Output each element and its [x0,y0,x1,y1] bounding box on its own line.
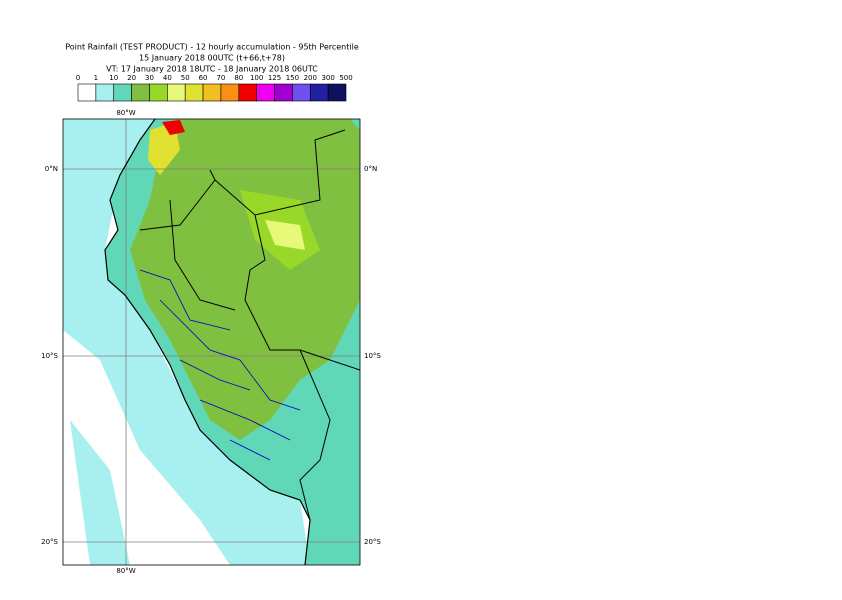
rain-area [130,119,360,440]
title-line: Point Rainfall (TEST PRODUCT) - 12 hourl… [65,43,359,52]
rain-area [162,120,185,135]
coastline [104,119,311,565]
legend-label: 20 [127,74,136,82]
legend-label: 60 [199,74,208,82]
legend-label: 10 [109,74,118,82]
country-border [139,129,360,521]
lat-label: 10°S [364,352,381,360]
legend-swatch [113,83,132,102]
lat-label: 20°S [41,538,58,546]
legend: 0 1 10 20 30 40 50 60 70 80 100 125 150 200 300 500 [76,74,353,102]
legend-swatch [292,83,311,102]
legend-swatch [184,83,204,102]
lon-label: 80°W [116,109,135,117]
legend-label: 0 [76,74,80,82]
legend-label: 125 [268,74,281,82]
lat-label: 20°S [364,538,381,546]
legend-swatch [309,83,329,102]
rain-area [70,420,130,565]
lat-label: 0°N [45,165,58,173]
legend-label: 30 [145,74,154,82]
rain-area [265,220,305,250]
lon-label: 80°W [116,567,135,575]
legend-swatch [95,83,115,102]
legend-label: 500 [339,74,352,82]
legend-swatch [77,83,97,102]
rain-area [63,119,310,565]
legend-label: 50 [181,74,190,82]
graticule [63,119,360,565]
rain-area [148,122,180,175]
legend-swatch [238,83,257,102]
legend-swatch [202,83,222,102]
legend-swatch [131,83,150,102]
legend-swatch [220,83,240,102]
legend-label: 40 [163,74,172,82]
legend-swatch [327,83,347,102]
legend-swatch [167,83,186,102]
legend-label: 200 [304,74,317,82]
legend-swatch [149,83,168,102]
region-border [139,269,301,461]
map-frame [62,118,361,566]
legend-label: 100 [250,74,263,82]
legend-label: 70 [216,74,225,82]
lat-label: 0°N [364,165,377,173]
legend-swatch [256,83,275,102]
legend-label: 80 [234,74,243,82]
title-line: VT: 17 January 2018 18UTC - 18 January 2… [106,65,318,74]
legend-label: 150 [286,74,299,82]
lat-label: 10°S [41,352,58,360]
rain-area [63,119,100,200]
map [63,119,360,565]
title-block: Point Rainfall (TEST PRODUCT) - 12 hourl… [65,43,359,74]
legend-label: 1 [94,74,98,82]
legend-label: 300 [321,74,334,82]
title-line: 15 January 2018 00UTC (t+66,t+78) [139,54,285,63]
legend-swatch [274,83,293,102]
